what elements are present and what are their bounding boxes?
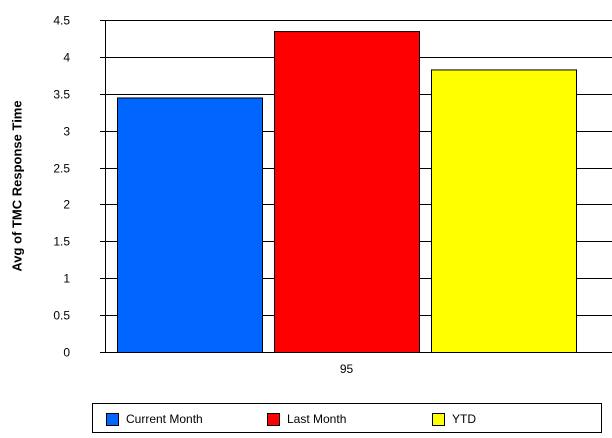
bar-last-month xyxy=(274,31,420,353)
y-tick-label: 1 xyxy=(63,272,70,286)
legend-label-ytd: YTD xyxy=(452,412,476,426)
bar-ytd xyxy=(431,69,577,353)
y-tick-label: 1.5 xyxy=(53,235,70,249)
y-tick-label: 2 xyxy=(63,198,70,212)
y-tick-label: 4 xyxy=(63,51,70,65)
legend: Current Month Last Month YTD xyxy=(92,403,602,433)
legend-label-last-month: Last Month xyxy=(287,412,347,426)
y-axis-title: Avg of TMC Response Time xyxy=(9,100,24,271)
bar-current-month xyxy=(117,97,263,354)
legend-item-current-month: Current Month xyxy=(106,411,203,427)
bars xyxy=(117,31,577,354)
y-tick-label: 0.5 xyxy=(53,309,70,323)
legend-swatch-last-month xyxy=(267,412,280,426)
legend-item-last-month: Last Month xyxy=(267,411,346,427)
y-tick-label: 0 xyxy=(63,346,70,360)
legend-swatch-ytd xyxy=(432,412,445,426)
y-tick-label: 3.5 xyxy=(53,88,70,102)
legend-label-current-month: Current Month xyxy=(126,412,203,426)
bar-chart: 0 0.5 1 1.5 2 2.5 3 3.5 4 4.5 95 Avg of TMC Respo… xyxy=(9,14,612,376)
y-tick-label: 3 xyxy=(63,125,70,139)
legend-item-ytd: YTD xyxy=(432,411,476,427)
x-tick-label: 95 xyxy=(340,362,354,376)
y-tick-label: 4.5 xyxy=(53,14,70,28)
axes xyxy=(105,20,612,353)
y-tick-label: 2.5 xyxy=(53,162,70,176)
x-tick-labels: 95 xyxy=(340,362,354,376)
legend-swatch-current-month xyxy=(106,412,119,426)
y-tick-labels: 0 0.5 1 1.5 2 2.5 3 3.5 4 4.5 xyxy=(53,14,70,360)
